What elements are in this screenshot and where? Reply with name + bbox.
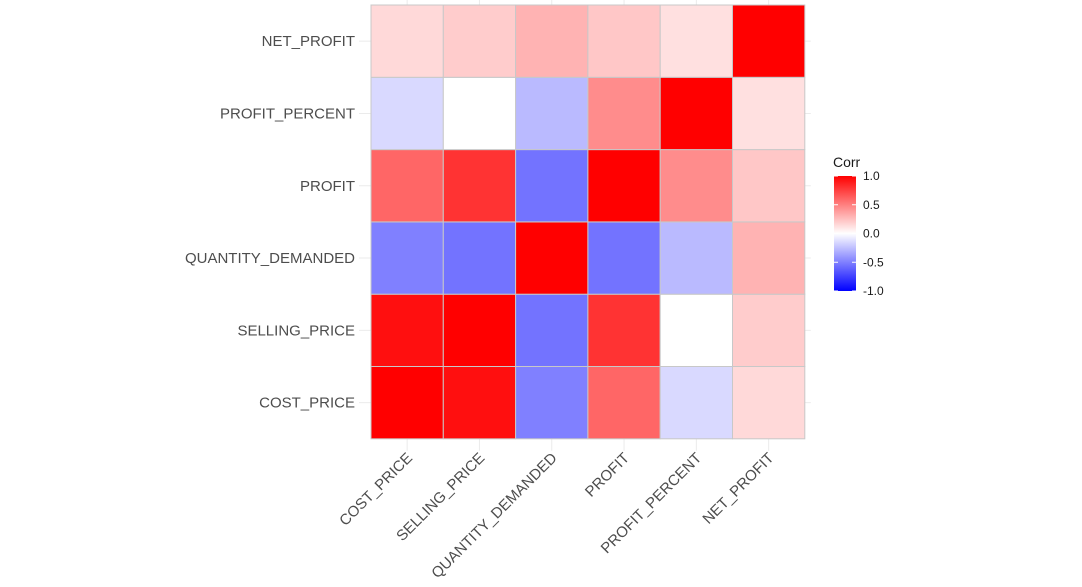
x-tick-label-profit: PROFIT — [582, 450, 633, 501]
heatmap-cell-profit_percent-profit — [659, 149, 734, 223]
heatmap-cell-profit-cost_price — [587, 366, 661, 440]
x-tick-label-quantity_demanded: QUANTITY_DEMANDED — [428, 449, 560, 581]
y-tick-label-profit_percent: PROFIT_PERCENT — [220, 105, 355, 122]
x-tick-label-cost_price: COST_PRICE — [336, 450, 416, 530]
legend-tick-label: 0.0 — [863, 227, 880, 241]
heatmap-cell-profit-net_profit — [587, 4, 661, 78]
legend-tick-label: -1.0 — [863, 284, 884, 298]
heatmap-cell-net_profit-profit — [732, 149, 806, 223]
y-tick-label-profit: PROFIT — [300, 178, 355, 195]
y-tick-label-cost_price: COST_PRICE — [259, 395, 355, 412]
heatmap-cell-net_profit-net_profit — [732, 4, 806, 78]
heatmap-cell-cost_price-cost_price — [370, 366, 444, 440]
heatmap-cell-net_profit-profit_percent — [732, 76, 806, 151]
heatmap-cell-quantity_demanded-quantity_demanded — [515, 221, 589, 295]
heatmap-cell-profit_percent-quantity_demanded — [659, 221, 734, 295]
heatmap-cell-cost_price-profit — [370, 149, 444, 223]
legend-tick-label: 0.5 — [863, 198, 880, 212]
y-tick-label-net_profit: NET_PROFIT — [262, 33, 355, 50]
heatmap-cell-net_profit-quantity_demanded — [732, 221, 806, 295]
heatmap-cell-profit_percent-cost_price — [659, 366, 734, 440]
heatmap-cell-profit_percent-selling_price — [659, 293, 734, 368]
y-tick-label-selling_price: SELLING_PRICE — [237, 322, 355, 339]
heatmap-cell-net_profit-selling_price — [732, 293, 806, 368]
heatmap-cell-net_profit-cost_price — [732, 366, 806, 440]
x-axis-tick-labels: COST_PRICESELLING_PRICEQUANTITY_DEMANDED… — [336, 449, 777, 581]
heatmap-cell-cost_price-selling_price — [370, 293, 444, 368]
legend-tick-label: -0.5 — [863, 255, 884, 269]
x-tick-label-net_profit: NET_PROFIT — [699, 450, 777, 528]
legend: Corr 1.0 0.5 0.0 -0.5 -1.0 — [833, 154, 884, 298]
heatmap-cell-selling_price-selling_price — [442, 293, 517, 368]
heatmap-cells — [370, 4, 806, 440]
heatmap-cell-profit-profit — [587, 149, 661, 223]
heatmap-cell-quantity_demanded-profit_percent — [515, 76, 589, 151]
heatmap-cell-selling_price-profit_percent — [442, 76, 517, 151]
legend-title: Corr — [833, 154, 861, 170]
heatmap-cell-profit-quantity_demanded — [587, 221, 661, 295]
heatmap-cell-quantity_demanded-selling_price — [515, 293, 589, 368]
heatmap-cell-cost_price-quantity_demanded — [370, 221, 444, 295]
legend-tick-label: 1.0 — [863, 169, 880, 183]
heatmap-cell-profit_percent-net_profit — [659, 4, 734, 78]
heatmap-cell-selling_price-cost_price — [442, 366, 517, 440]
heatmap-cell-profit-profit_percent — [587, 76, 661, 151]
heatmap-cell-quantity_demanded-net_profit — [515, 4, 589, 78]
heatmap-cell-selling_price-net_profit — [442, 4, 517, 78]
heatmap-cell-quantity_demanded-cost_price — [515, 366, 589, 440]
heatmap-cell-selling_price-profit — [442, 149, 517, 223]
heatmap-cell-cost_price-net_profit — [370, 4, 444, 78]
y-axis-tick-labels: COST_PRICE SELLING_PRICE QUANTITY_DEMANDED… — [185, 33, 355, 412]
legend-ticks: 1.0 0.5 0.0 -0.5 -1.0 — [834, 169, 884, 298]
heatmap-cell-profit-selling_price — [587, 293, 661, 368]
legend-colorbar — [834, 176, 856, 291]
y-tick-label-quantity_demanded: QUANTITY_DEMANDED — [185, 250, 355, 267]
heatmap-cell-quantity_demanded-profit — [515, 149, 589, 223]
heatmap-cell-cost_price-profit_percent — [370, 76, 444, 151]
heatmap-cell-profit_percent-profit_percent — [659, 76, 734, 151]
heatmap-cell-selling_price-quantity_demanded — [442, 221, 517, 295]
